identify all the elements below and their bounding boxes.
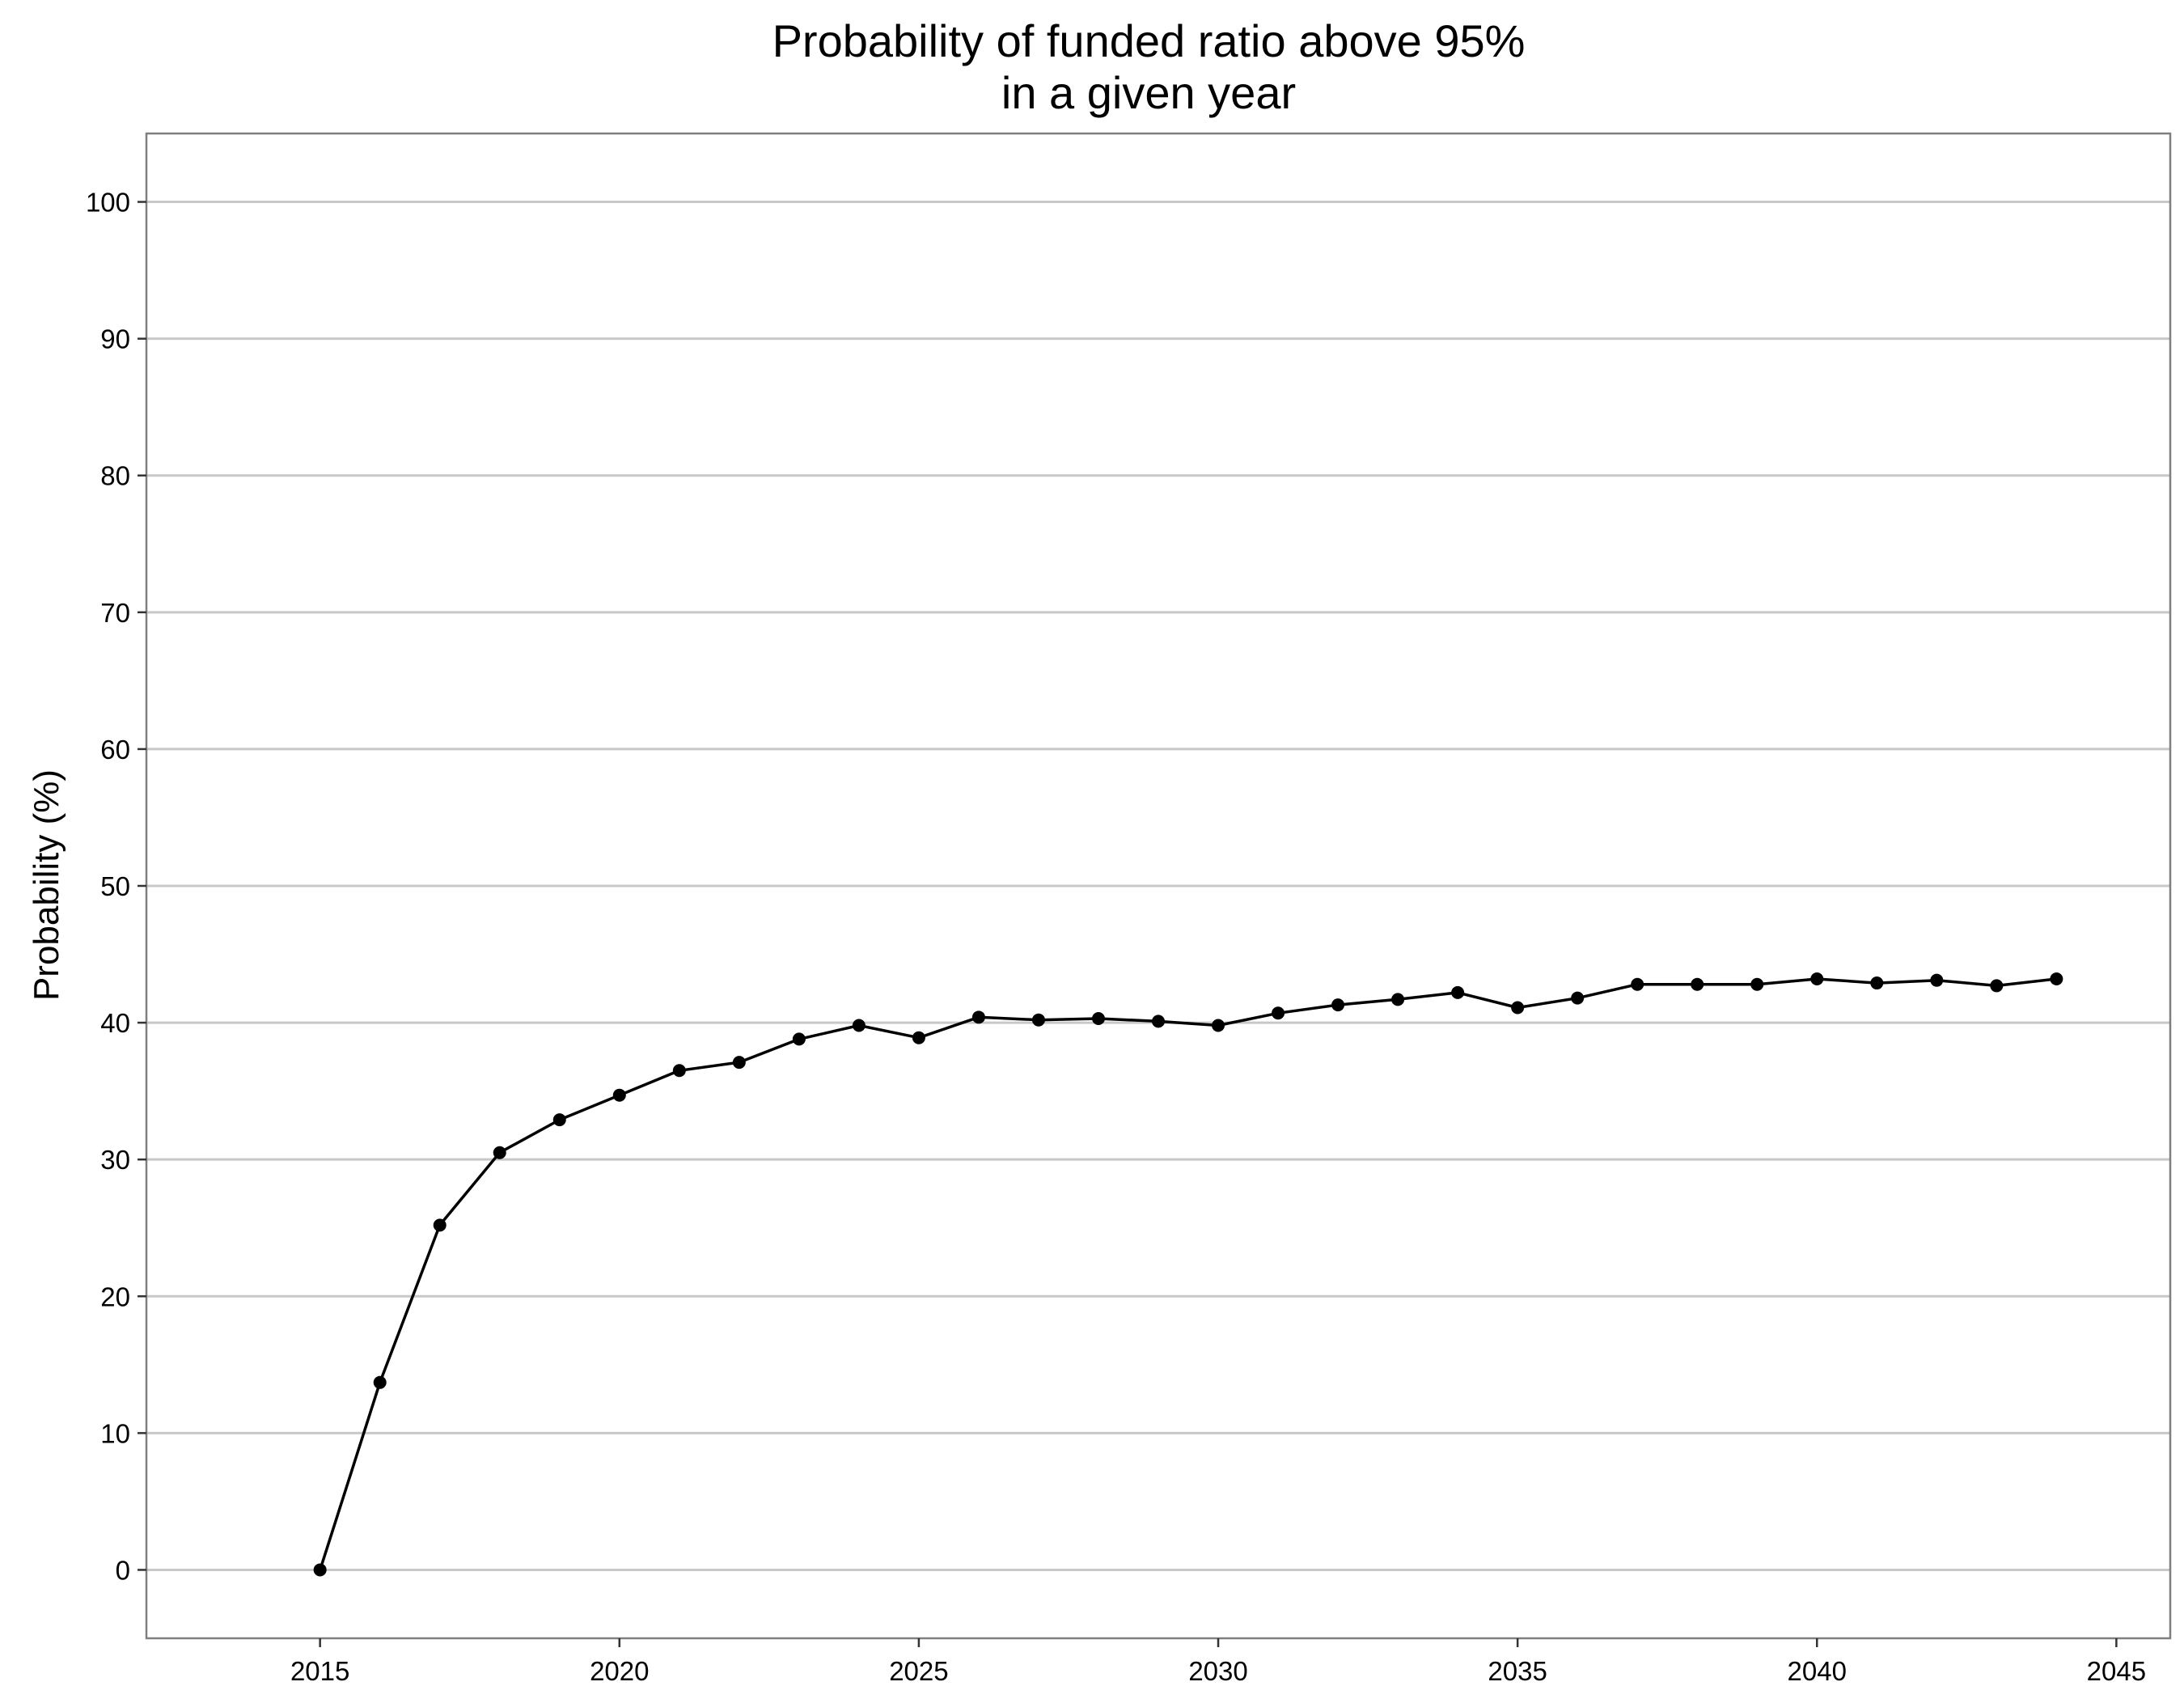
- data-point-2024: [852, 1019, 866, 1032]
- data-point-2015: [313, 1563, 327, 1577]
- y-tick-label-10: 10: [100, 1418, 130, 1448]
- x-tick-label-2040: 2040: [1788, 1656, 1847, 1686]
- series-layer: [313, 972, 2063, 1577]
- data-point-2025: [912, 1031, 925, 1044]
- data-point-2021: [672, 1064, 686, 1078]
- y-tick-label-0: 0: [116, 1555, 130, 1585]
- data-point-2016: [373, 1375, 387, 1389]
- data-point-2043: [1990, 979, 2004, 993]
- data-point-2017: [433, 1218, 447, 1232]
- x-tick-label-2030: 2030: [1188, 1656, 1247, 1686]
- data-point-2026: [971, 1010, 985, 1024]
- y-tick-label-100: 100: [86, 188, 130, 218]
- data-point-2038: [1691, 977, 1704, 991]
- data-point-2039: [1750, 977, 1764, 991]
- y-tick-label-20: 20: [100, 1281, 130, 1311]
- data-point-2035: [1511, 1001, 1525, 1015]
- data-point-2018: [493, 1146, 506, 1159]
- data-point-2044: [2050, 972, 2063, 985]
- series-line-0: [319, 977, 2057, 1571]
- data-point-2020: [612, 1088, 626, 1102]
- y-tick-label-40: 40: [100, 1008, 130, 1038]
- y-tick-label-60: 60: [100, 735, 130, 765]
- data-point-2036: [1571, 991, 1585, 1005]
- data-point-2030: [1212, 1019, 1225, 1032]
- data-point-2028: [1091, 1012, 1105, 1026]
- data-point-2022: [732, 1056, 746, 1070]
- y-axis-title: Probability (%): [27, 769, 66, 1001]
- data-point-2027: [1031, 1013, 1045, 1027]
- x-tick-label-2045: 2045: [2087, 1656, 2146, 1686]
- data-point-2042: [1930, 973, 1944, 987]
- data-point-2023: [792, 1032, 806, 1046]
- data-point-2037: [1631, 977, 1644, 991]
- chart-title-line-1: Probability of funded ratio above 95%: [772, 15, 1526, 66]
- gridlines: [146, 201, 2170, 1571]
- y-tick-label-90: 90: [100, 324, 130, 354]
- data-point-2029: [1152, 1015, 1165, 1028]
- y-tick-label-30: 30: [100, 1145, 130, 1175]
- data-point-2031: [1272, 1006, 1285, 1020]
- y-tick-label-70: 70: [100, 598, 130, 628]
- data-point-2032: [1331, 998, 1345, 1012]
- data-point-2040: [1810, 972, 1824, 985]
- x-tick-label-2035: 2035: [1488, 1656, 1547, 1686]
- data-point-2034: [1451, 985, 1465, 999]
- data-point-2033: [1391, 993, 1405, 1006]
- chart-title-line-2: in a given year: [1001, 67, 1296, 118]
- x-tick-label-2015: 2015: [290, 1656, 349, 1686]
- x-tick-label-2020: 2020: [590, 1656, 649, 1686]
- x-tick-label-2025: 2025: [889, 1656, 948, 1686]
- data-point-2019: [552, 1113, 566, 1127]
- data-point-2041: [1870, 976, 1884, 990]
- y-tick-label-80: 80: [100, 461, 130, 491]
- y-tick-label-50: 50: [100, 871, 130, 901]
